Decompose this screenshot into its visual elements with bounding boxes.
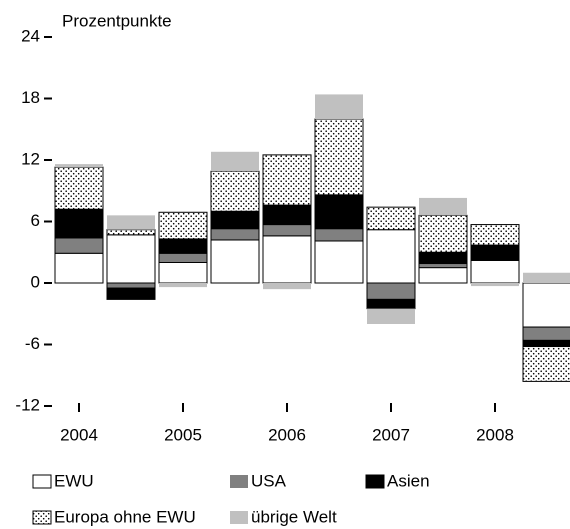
bar-segment bbox=[210, 210, 260, 230]
y-axis-label: Prozentpunkte bbox=[62, 11, 172, 30]
bar-segment bbox=[106, 287, 156, 300]
bar-segment bbox=[55, 164, 103, 168]
bar-segment bbox=[471, 283, 519, 287]
bar-segment bbox=[418, 251, 468, 265]
legend-swatch bbox=[32, 474, 52, 489]
legend-label: USA bbox=[251, 471, 287, 490]
bar-segment bbox=[210, 170, 260, 212]
bar-segment bbox=[366, 298, 416, 310]
bar-segment bbox=[158, 252, 208, 263]
bar-segment bbox=[418, 214, 468, 253]
y-tick-label: 24 bbox=[21, 26, 40, 45]
legend-label: EWU bbox=[54, 471, 94, 490]
y-tick-label: 12 bbox=[21, 149, 40, 168]
x-tick-label: 2004 bbox=[60, 425, 98, 444]
bar-segment bbox=[106, 234, 156, 284]
y-tick-label: 18 bbox=[21, 88, 40, 107]
bar-segment bbox=[470, 244, 520, 260]
bar-segment bbox=[54, 166, 104, 210]
bar-segment bbox=[159, 283, 207, 288]
bar-segment bbox=[418, 263, 468, 269]
x-tick-label: 2008 bbox=[476, 425, 514, 444]
bar-segment bbox=[367, 308, 415, 324]
bar-segment bbox=[211, 151, 259, 172]
y-tick-label: 6 bbox=[31, 211, 40, 230]
bar-segment bbox=[470, 259, 520, 284]
bar-segment bbox=[366, 282, 416, 300]
bar-segment bbox=[522, 339, 570, 348]
bar-segment bbox=[158, 262, 208, 284]
legend-swatch bbox=[32, 510, 52, 525]
legend-swatch bbox=[230, 475, 248, 488]
bar-segment bbox=[522, 282, 570, 328]
bar-segment bbox=[106, 229, 156, 236]
bar-segment bbox=[107, 215, 155, 230]
x-tick-label: 2006 bbox=[268, 425, 306, 444]
bar-segment bbox=[314, 194, 364, 230]
bar-segment bbox=[522, 346, 570, 382]
bar-segment bbox=[314, 228, 364, 242]
bar-segment bbox=[366, 229, 416, 284]
bar-segment bbox=[210, 239, 260, 284]
bar-segment bbox=[262, 204, 312, 226]
bar-segment bbox=[158, 238, 208, 254]
bar-segment bbox=[314, 240, 364, 284]
bar-segment bbox=[366, 206, 416, 231]
bar-segment bbox=[262, 224, 312, 237]
bar-segment bbox=[470, 224, 520, 246]
bar-segment bbox=[263, 283, 311, 290]
bar-segment bbox=[158, 211, 208, 240]
bar-segment bbox=[262, 235, 312, 284]
x-tick-label: 2005 bbox=[164, 425, 202, 444]
legend-swatch bbox=[230, 511, 248, 524]
y-tick-label: -12 bbox=[15, 395, 40, 414]
bar-segment bbox=[54, 237, 104, 254]
bar-segment bbox=[262, 154, 312, 206]
bar-segment bbox=[210, 228, 260, 241]
bar-segment bbox=[419, 197, 467, 216]
x-tick-label: 2007 bbox=[372, 425, 410, 444]
bar-segment bbox=[106, 282, 156, 289]
legend-label: Europa ohne EWU bbox=[54, 507, 196, 526]
bar-segment bbox=[418, 267, 468, 284]
legend-label: Asien bbox=[387, 471, 430, 490]
legend-label: übrige Welt bbox=[251, 507, 337, 526]
bar-segment bbox=[54, 252, 104, 284]
bar-segment bbox=[522, 326, 570, 341]
bar-segment bbox=[314, 118, 364, 196]
bar-segment bbox=[315, 94, 363, 119]
y-tick-label: 0 bbox=[31, 272, 40, 291]
bar-segment bbox=[54, 208, 104, 239]
legend-swatch bbox=[365, 474, 385, 489]
bar-segment bbox=[523, 272, 570, 283]
y-tick-label: -6 bbox=[25, 334, 40, 353]
